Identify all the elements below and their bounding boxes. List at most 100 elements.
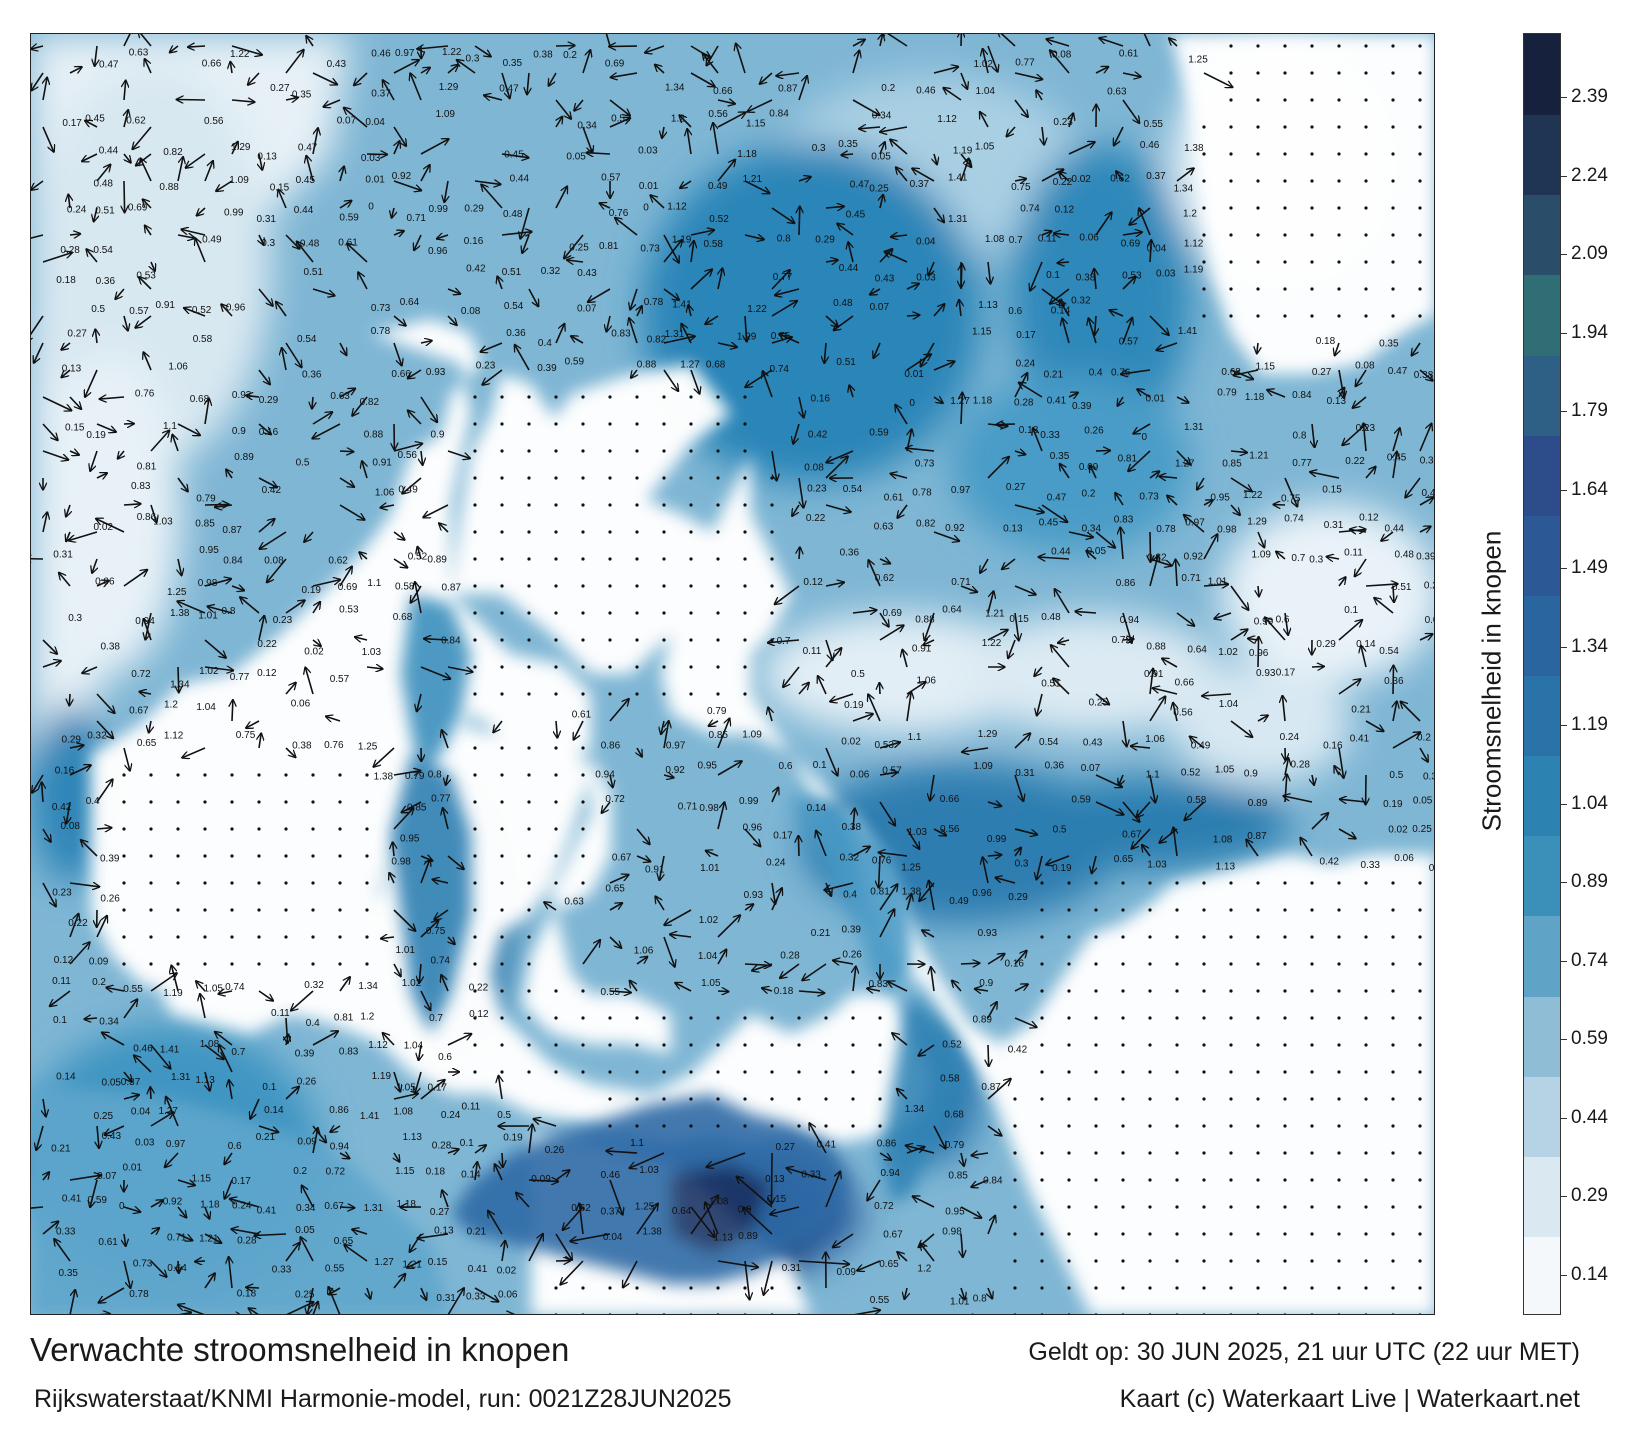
speed-label: 0.19: [1052, 863, 1072, 874]
speed-label: 0.38: [292, 741, 312, 752]
current-arrow: [520, 207, 530, 239]
current-arrow: [1150, 240, 1151, 263]
speed-label: 0.28: [1014, 398, 1034, 409]
current-arrow: [825, 582, 844, 586]
grid-dot: [1067, 908, 1071, 912]
grid-dot: [149, 881, 153, 885]
grid-dot: [1364, 179, 1368, 183]
speed-label: 0.06: [1079, 233, 1099, 244]
current-arrow: [906, 448, 935, 451]
grid-dot: [1256, 1205, 1260, 1209]
current-arrow: [527, 72, 529, 95]
legend-tick-mark: [1561, 411, 1567, 412]
speed-label: 1.2: [917, 1264, 931, 1275]
current-arrow: [420, 666, 450, 679]
speed-label: 1.08: [200, 1039, 220, 1050]
grid-dot: [473, 962, 477, 966]
speed-label: 0.96: [972, 888, 992, 899]
grid-dot: [1202, 1043, 1206, 1047]
speed-label: 0.05: [1087, 546, 1107, 557]
grid-dot: [1418, 44, 1422, 48]
current-arrow: [1246, 839, 1259, 857]
current-arrow: [61, 343, 71, 350]
current-arrow: [679, 115, 692, 128]
grid-dot: [635, 395, 639, 399]
speed-label: 0.17: [62, 118, 82, 129]
legend-tick-mark: [1561, 882, 1567, 883]
speed-label: 0.65: [879, 1259, 899, 1270]
speed-label: 1.34: [905, 1104, 925, 1115]
current-arrow: [841, 154, 854, 155]
current-arrow: [340, 166, 344, 182]
grid-dot: [1202, 314, 1206, 318]
current-arrow: [867, 1179, 881, 1201]
grid-dot: [608, 584, 612, 588]
speed-label: 0.09: [837, 1267, 857, 1278]
speed-label: 0.52: [942, 1039, 962, 1050]
grid-dot: [1256, 1259, 1260, 1263]
speed-label: 1.09: [1252, 550, 1272, 561]
speed-label: 0.38: [842, 822, 862, 833]
grid-dot: [1310, 908, 1314, 912]
speed-label: 0.97: [1185, 517, 1205, 528]
speed-label: 0.85: [407, 803, 427, 814]
current-arrow: [1350, 529, 1367, 532]
legend-title-text: Stroomsnelheid in knopen: [1476, 530, 1507, 832]
speed-label: 0.21: [1351, 704, 1371, 715]
current-arrow: [1006, 126, 1016, 137]
current-arrow: [645, 45, 665, 53]
grid-dot: [1418, 98, 1422, 102]
current-arrow: [42, 126, 54, 152]
speed-label: 0.96: [743, 822, 763, 833]
grid-dot: [1391, 881, 1395, 885]
grid-dot: [716, 1016, 720, 1020]
speed-label: 0.02: [497, 1266, 517, 1277]
current-arrow: [216, 180, 233, 191]
speed-label: 0.44: [1385, 524, 1405, 535]
current-arrow: [306, 156, 314, 182]
valid-time: Geldt op: 30 JUN 2025, 21 uur UTC (22 uu…: [1028, 1338, 1580, 1366]
grid-dot: [689, 449, 693, 453]
current-arrow: [798, 836, 799, 857]
speed-label: 0.68: [190, 394, 210, 405]
current-arrow: [34, 342, 44, 363]
grid-dot: [1310, 71, 1314, 75]
speed-label: 0.65: [137, 738, 157, 749]
current-arrow: [31, 72, 44, 91]
grid-dot: [500, 989, 504, 993]
grid-dot: [284, 827, 288, 831]
legend-swatch: [1524, 274, 1560, 356]
grid-dot: [203, 773, 207, 777]
speed-label: 0.48: [1395, 550, 1415, 561]
grid-dot: [1202, 1016, 1206, 1020]
current-arrow: [278, 190, 287, 209]
speed-label: 0.45: [504, 149, 524, 160]
current-arrow: [286, 1034, 289, 1046]
speed-label: 0.07: [97, 1171, 117, 1182]
current-arrow: [150, 504, 157, 523]
grid-dot: [689, 1070, 693, 1074]
grid-dot: [1337, 1232, 1341, 1236]
grid-dot: [527, 1070, 531, 1074]
current-arrow: [1014, 774, 1023, 801]
speed-label: 0.88: [364, 429, 384, 440]
speed-label: 0.26: [1084, 426, 1104, 437]
grid-dot: [473, 395, 477, 399]
current-arrow: [149, 720, 151, 733]
grid-dot: [1256, 314, 1260, 318]
current-arrow: [1133, 423, 1151, 434]
grid-dot: [662, 692, 666, 696]
speed-label: 0.95: [400, 834, 420, 845]
grid-dot: [1175, 1313, 1179, 1314]
current-arrow: [95, 329, 97, 344]
speed-label: 0.04: [916, 236, 936, 247]
current-arrow: [302, 1185, 314, 1208]
speed-label: 0.85: [195, 519, 215, 530]
current-arrow: [687, 129, 691, 155]
legend-tick-label: 1.49: [1571, 557, 1608, 578]
current-arrow: [1419, 369, 1433, 381]
grid-dot: [1391, 260, 1395, 264]
speed-label: 0.03: [916, 273, 936, 284]
speed-label: 0.59: [869, 428, 889, 439]
current-arrow: [178, 1313, 191, 1314]
